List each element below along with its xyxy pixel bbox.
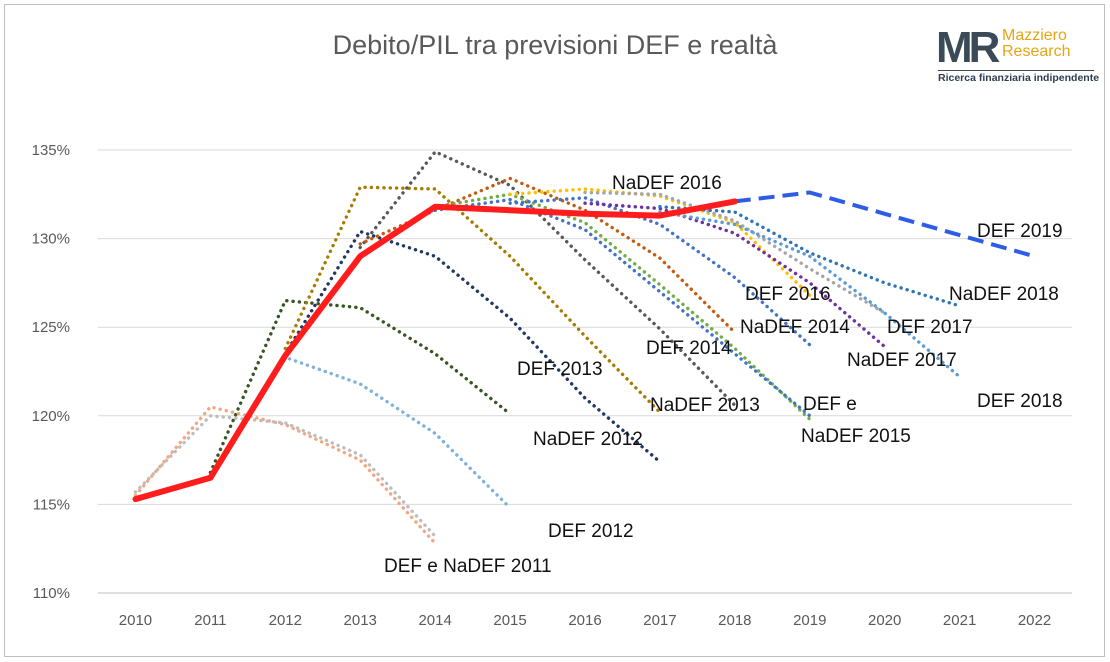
y-tick-label: 110%: [33, 585, 70, 602]
series-label: DEF 2013: [517, 359, 603, 380]
series-label: NaDEF 2013: [650, 395, 760, 416]
series-line-def-2014: [358, 150, 737, 407]
series-label: DEF 2014: [646, 338, 732, 359]
series-line-def-2017: [583, 190, 887, 315]
series-line-def-2019: [734, 190, 1036, 259]
series-label: DEF e NaDEF 2011: [384, 556, 552, 577]
series-label: DEF 2018: [977, 391, 1063, 412]
series-line-nadef-2013: [283, 185, 662, 414]
series-label: NaDEF 2017: [847, 350, 957, 371]
x-tick-label: 2015: [493, 612, 526, 629]
series-line-def-2013: [283, 229, 662, 464]
x-tick-label: 2011: [194, 612, 226, 629]
x-tick-label: 2022: [1018, 612, 1051, 629]
x-tick-label: 2010: [119, 612, 152, 629]
series-label: NaDEF 2014: [740, 317, 850, 338]
logo-mark: MR: [936, 23, 1000, 72]
logo-name-line2: Research: [1002, 43, 1071, 60]
series-label: NaDEF 2016: [612, 173, 722, 194]
x-tick-label: 2014: [418, 612, 451, 629]
logo-divider: [938, 70, 1094, 71]
y-tick-label: 135%: [32, 142, 70, 159]
series-label: DEF e: [803, 394, 857, 415]
series-label: NaDEF 2015: [801, 426, 911, 447]
x-tick-label: 2018: [718, 612, 751, 629]
series-line-nadef-2017: [583, 201, 887, 349]
series-line-nadef-2018: [658, 205, 962, 308]
x-tick-label: 2016: [568, 612, 601, 629]
series-label: DEF 2017: [887, 317, 973, 338]
series-label: DEF 2019: [977, 221, 1063, 242]
series-line-unlabeled: [133, 414, 437, 538]
x-tick-label: 2019: [793, 612, 826, 629]
x-tick-label: 2020: [868, 612, 901, 629]
series-line-unlabeled: [433, 197, 812, 418]
series-label: DEF 2012: [548, 521, 634, 542]
series-line-nadef-2016: [508, 187, 812, 297]
logo-name-line1: Mazziero: [1002, 27, 1067, 44]
y-tick-label: 130%: [32, 231, 70, 248]
series-line-def-e-nadef-2011: [133, 405, 437, 546]
series-line-def-e-nadef-2015: [433, 192, 812, 421]
x-tick-label: 2017: [643, 612, 676, 629]
chart-frame: [4, 4, 1105, 657]
series-label: NaDEF 2018: [949, 284, 1059, 305]
mazziero-research-logo: MR Mazziero Research Ricerca finanziaria…: [936, 23, 1100, 85]
y-tick-label: 125%: [32, 319, 70, 336]
series-label: NaDEF 2012: [533, 429, 643, 450]
series-label: DEF 2016: [745, 284, 831, 305]
series-line-nadef-2012: [208, 298, 512, 475]
chart-title: Debito/PIL tra previsioni DEF e realtà: [332, 30, 778, 60]
x-tick-label: 2021: [943, 612, 976, 629]
x-tick-label: 2013: [344, 612, 377, 629]
series-line-def-2018: [658, 210, 962, 379]
y-tick-label: 120%: [32, 408, 70, 425]
x-tick-label: 2012: [269, 612, 302, 629]
y-tick-label: 115%: [33, 496, 70, 513]
series-line-def-2016: [508, 196, 812, 347]
logo-tagline: Ricerca finanziaria indipendente: [938, 72, 1100, 84]
series-line-actual: [132, 198, 738, 503]
